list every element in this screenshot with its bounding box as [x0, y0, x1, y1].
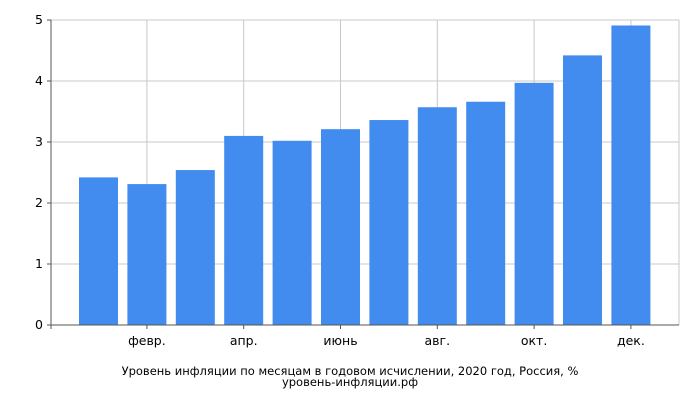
y-tick-labels: 0 1 2 3 4 5	[35, 12, 43, 332]
bar-авг.	[417, 107, 457, 325]
x-tick-label: дек.	[617, 333, 645, 348]
bar-июнь	[321, 129, 360, 325]
bar-март	[175, 170, 215, 325]
y-tick-label: 2	[35, 195, 43, 210]
bars	[79, 25, 651, 326]
y-tick-label: 0	[35, 317, 43, 332]
bar-июль	[369, 120, 409, 325]
x-tick-label: авг.	[425, 333, 451, 348]
x-tick-labels: февр. апр. июнь авг. окт. дек.	[128, 333, 645, 348]
chart-caption-title: Уровень инфляции по месяцам в годовом ис…	[121, 364, 579, 378]
y-tick-label: 3	[35, 134, 43, 149]
bar-апр.	[224, 135, 264, 325]
bar-сент.	[466, 101, 506, 326]
x-tick-label: апр.	[230, 333, 258, 348]
bar-окт.	[514, 82, 554, 325]
chart-caption-source: уровень-инфляции.рф	[281, 375, 419, 389]
axes	[47, 19, 679, 329]
x-tick-label: июнь	[323, 333, 357, 348]
bar-дек.	[611, 25, 651, 326]
bar-янв.	[79, 177, 118, 325]
bar-нояб.	[563, 55, 602, 325]
bar-февр.	[127, 184, 167, 325]
y-tick-label: 1	[35, 256, 43, 271]
y-tick-label: 5	[35, 12, 43, 27]
y-tick-label: 4	[35, 73, 43, 88]
x-tick-label: окт.	[521, 333, 547, 348]
x-tick-label: февр.	[128, 333, 166, 348]
bar-май	[272, 140, 312, 325]
